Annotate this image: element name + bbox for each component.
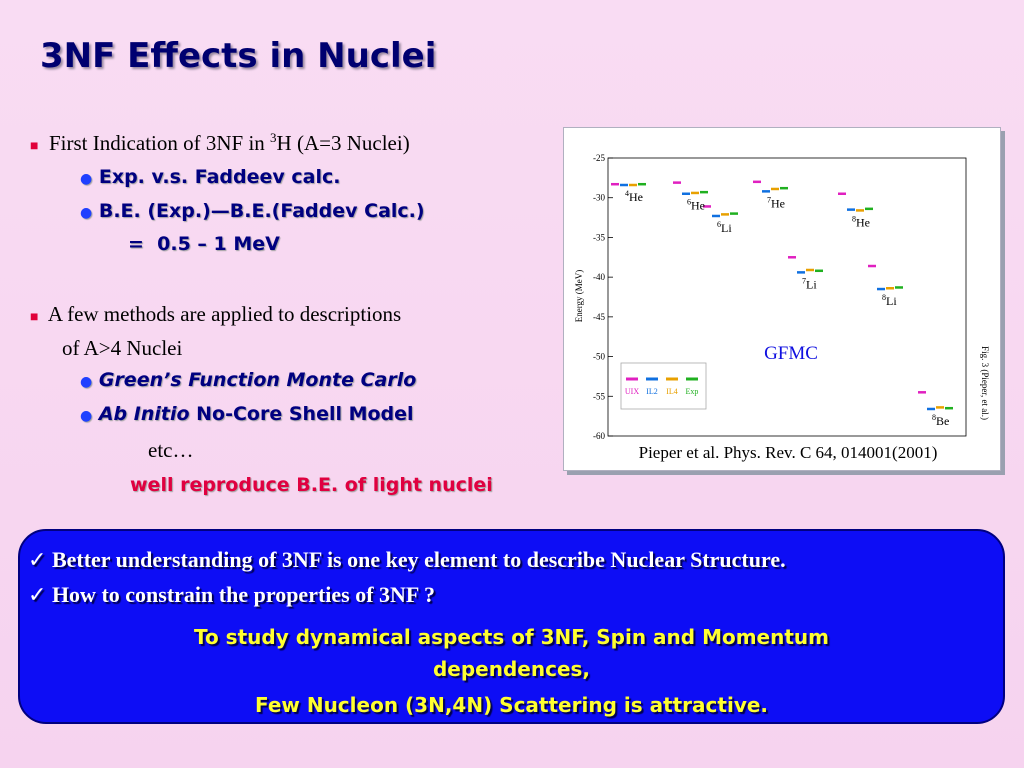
- element-symbol: Li: [886, 294, 897, 308]
- nucleus-label: 8Be: [932, 413, 949, 428]
- slide-title: 3NF Effects in Nuclei: [40, 36, 437, 76]
- note-text: well reproduce B.E. of light nuclei: [130, 474, 493, 496]
- bullet-text: H (A=3 Nuclei): [276, 131, 410, 155]
- check-item: ✓ How to constrain the properties of 3NF…: [28, 582, 436, 608]
- bullet-text: A few methods are applied to description…: [47, 302, 402, 326]
- mass-number: 6: [717, 220, 721, 229]
- bullet-icon: ■: [30, 139, 39, 154]
- mass-number: 6: [687, 198, 691, 207]
- legend-label: IL4: [666, 387, 678, 396]
- mass-number: 8: [882, 293, 886, 302]
- element-symbol: Li: [806, 277, 817, 291]
- check-text: Better understanding of 3NF is one key e…: [51, 547, 786, 572]
- sub-bullet-text: Green’s Function Monte Carlo: [98, 369, 417, 391]
- y-tick-label: -50: [593, 352, 605, 362]
- element-symbol: Li: [721, 221, 732, 235]
- y-tick-label: -60: [593, 431, 605, 441]
- nucleus-label: 8Li: [882, 293, 897, 308]
- sub-bullet: ● Ab Initio No-Core Shell Model: [80, 403, 414, 425]
- sub-bullet-text: Ab Initio: [98, 403, 190, 425]
- plot-frame: [607, 157, 967, 437]
- y-tick-label: -55: [593, 391, 605, 401]
- bullet-text: of A>4 Nuclei: [62, 336, 183, 360]
- conclusion-line: Few Nucleon (3N,4N) Scattering is attrac…: [254, 693, 769, 717]
- element-symbol: He: [691, 199, 705, 213]
- legend-label: IL2: [646, 387, 658, 396]
- sub-bullet-text: B.E. (Exp.)—B.E.(Faddev Calc.): [98, 200, 425, 222]
- result-text: = 0.5 – 1 MeV: [128, 233, 280, 255]
- mass-number: 7: [767, 195, 771, 204]
- y-axis-label: Energy (MeV): [574, 270, 584, 323]
- y-tick-label: -30: [593, 193, 605, 203]
- bullet: ■ First Indication of 3NF in 3H (A=3 Nuc…: [30, 130, 410, 156]
- mass-number: 7: [802, 276, 806, 285]
- sub-bullet: ● B.E. (Exp.)—B.E.(Faddev Calc.): [80, 200, 425, 222]
- bullet-text: First Indication of 3NF in: [48, 131, 271, 155]
- nucleus-label: 4He: [625, 189, 643, 204]
- element-symbol: Be: [936, 414, 949, 428]
- nucleus-label: 6He: [687, 198, 705, 213]
- nucleus-label: 8He: [852, 214, 870, 229]
- figure-citation: Pieper et al. Phys. Rev. C 64, 014001(20…: [639, 443, 938, 462]
- mass-number: 4: [625, 189, 629, 198]
- element-symbol: He: [856, 215, 870, 229]
- y-tick-label: -40: [593, 272, 605, 282]
- check-text: How to constrain the properties of 3NF ?: [51, 582, 436, 607]
- figure-label: GFMC: [764, 343, 818, 364]
- bullet: ■ A few methods are applied to descripti…: [30, 302, 402, 326]
- sub-bullet-text: No-Core Shell Model: [189, 403, 414, 425]
- conclusion-line: To study dynamical aspects of 3NF, Spin …: [193, 625, 829, 649]
- superscript: 3: [270, 130, 277, 145]
- element-symbol: He: [629, 190, 643, 204]
- mass-number: 8: [932, 413, 936, 422]
- mass-number: 8: [852, 214, 856, 223]
- figure: -25 -30 -35 -40 -45 -50 -55 -60 Energy (MeV) 4He 6…: [563, 127, 1001, 471]
- nucleus-label: 6Li: [717, 220, 732, 235]
- legend-box: [620, 362, 707, 410]
- sub-bullet: ● Green’s Function Monte Carlo: [80, 369, 417, 391]
- element-symbol: He: [771, 196, 785, 210]
- y-tick-label: -35: [593, 232, 605, 242]
- nucleus-label: 7Li: [802, 276, 817, 291]
- legend-label: Exp: [686, 387, 699, 396]
- summary-box: [18, 529, 1005, 724]
- sub-bullet: ● Exp. v.s. Faddeev calc.: [80, 166, 341, 188]
- y-tick-label: -45: [593, 312, 605, 322]
- etc-text: etc…: [148, 438, 194, 462]
- legend-label: UIX: [625, 387, 639, 396]
- check-item: ✓ Better understanding of 3NF is one key…: [28, 547, 786, 573]
- figure-side-note: Fig. 3 (Pieper, et al.): [980, 346, 990, 420]
- nucleus-label: 7He: [767, 195, 785, 210]
- sub-bullet-text: Exp. v.s. Faddeev calc.: [98, 166, 341, 188]
- conclusion-line: dependences,: [432, 657, 591, 681]
- y-tick-label: -25: [593, 153, 605, 163]
